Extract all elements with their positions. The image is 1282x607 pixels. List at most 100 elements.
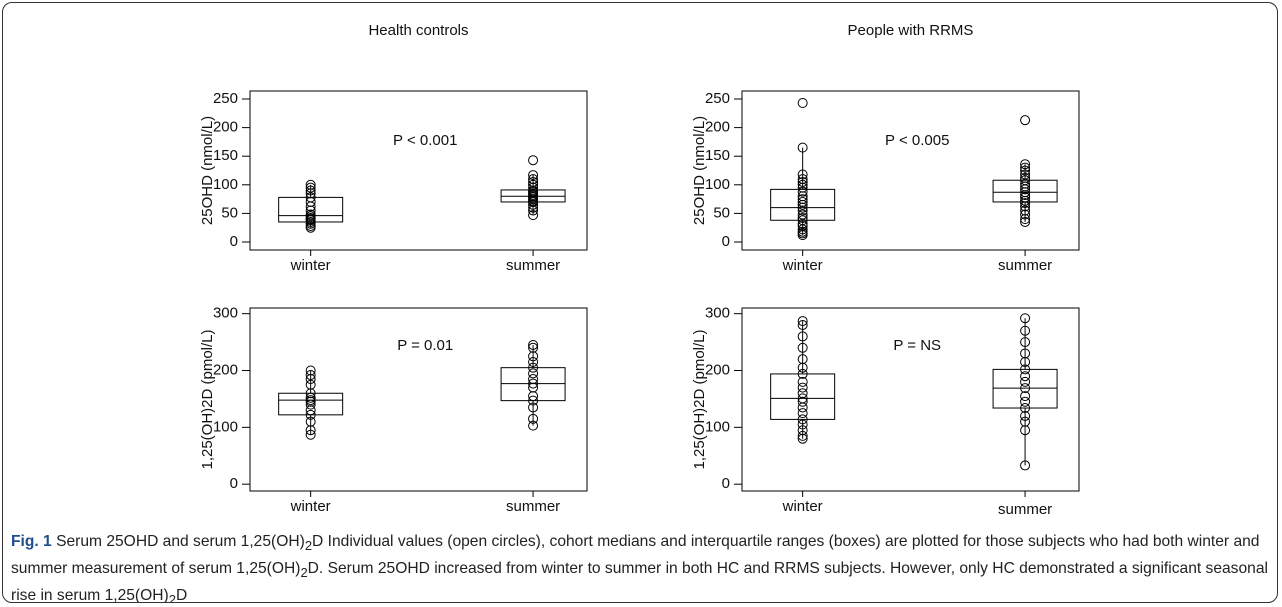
caption: Fig. 1 Serum 25OHD and serum 1,25(OH)2D … [11, 530, 1271, 603]
box [278, 392, 344, 416]
data-point [1020, 391, 1031, 402]
data-point [305, 409, 316, 420]
plot-frame [741, 90, 1080, 251]
plot-frame [741, 307, 1080, 492]
y-tick-label: 200 [213, 361, 238, 378]
panel-title: Health controls [368, 22, 468, 39]
data-point [528, 402, 539, 413]
data-point [305, 399, 316, 410]
data-point [528, 413, 539, 424]
y-axis-label: 25OHD (nmol/L) [691, 116, 708, 225]
data-point [797, 376, 808, 387]
box [770, 373, 836, 420]
y-tick-label: 250 [705, 90, 730, 107]
data-point [797, 316, 808, 327]
data-point [1020, 216, 1031, 227]
box [992, 368, 1058, 409]
y-tick-label: 150 [213, 147, 238, 164]
y-tick-label: 200 [213, 119, 238, 136]
caption-segment: Serum 25OHD and serum 1,25(OH) [56, 533, 305, 550]
data-point [797, 408, 808, 419]
data-point [797, 186, 808, 197]
data-point [1020, 376, 1031, 387]
data-point [1020, 364, 1031, 375]
data-point [528, 362, 539, 373]
y-axis-label: 1,25(OH)2D (pmol/L) [691, 329, 708, 469]
data-point [528, 155, 539, 166]
data-point [797, 194, 808, 205]
data-point [305, 379, 316, 390]
plot-frame [249, 307, 588, 492]
data-point [797, 196, 808, 207]
data-point [1020, 162, 1031, 173]
data-point [1020, 175, 1031, 186]
data-point [528, 179, 539, 190]
data-point [797, 142, 808, 153]
y-tick-label: 0 [722, 233, 730, 250]
data-point [1020, 337, 1031, 348]
y-tick-label: 150 [705, 147, 730, 164]
annotation: P = 0.01 [397, 337, 453, 354]
y-tick-label: 200 [705, 361, 730, 378]
data-point [797, 354, 808, 365]
caption-segment: D [175, 587, 188, 603]
x-tick-label: summer [506, 257, 560, 274]
data-point [528, 342, 539, 353]
data-point [1020, 383, 1031, 394]
data-point [1020, 198, 1031, 209]
data-point [1020, 325, 1031, 336]
data-point [528, 382, 539, 393]
x-tick-label: winter [782, 257, 823, 274]
annotation: P < 0.001 [393, 132, 457, 149]
data-point [305, 395, 316, 406]
data-point [528, 170, 539, 181]
subscript: 2 [168, 592, 176, 603]
x-tick-label: winter [290, 257, 331, 274]
data-point [797, 212, 808, 223]
y-tick-label: 0 [230, 233, 238, 250]
data-point [797, 382, 808, 393]
y-tick-label: 200 [705, 119, 730, 136]
x-tick-label: summer [998, 501, 1052, 518]
data-point [305, 392, 316, 403]
data-point [528, 210, 539, 221]
annotation: P < 0.005 [885, 132, 949, 149]
data-point [528, 374, 539, 385]
data-point [528, 378, 539, 389]
data-point [1020, 209, 1031, 220]
data-point [1020, 416, 1031, 427]
data-point [797, 174, 808, 185]
data-point [305, 429, 316, 440]
data-point [1020, 159, 1031, 170]
data-point [797, 425, 808, 436]
data-point [1020, 192, 1031, 203]
data-point [305, 182, 316, 193]
data-point [528, 395, 539, 406]
data-point [305, 192, 316, 203]
x-tick-label: summer [998, 257, 1052, 274]
caption-text: Serum 25OHD and serum 1,25(OH)2D Individ… [11, 533, 1268, 603]
data-point [797, 393, 808, 404]
data-point [528, 420, 539, 431]
data-point [528, 174, 539, 185]
y-tick-label: 50 [221, 204, 238, 221]
data-point [797, 226, 808, 237]
data-point [1020, 348, 1031, 359]
data-point [305, 185, 316, 196]
x-tick-label: winter [290, 498, 331, 515]
data-point [1020, 115, 1031, 126]
data-point [305, 209, 316, 220]
y-tick-label: 50 [713, 204, 730, 221]
data-point [797, 368, 808, 379]
data-point [797, 388, 808, 399]
y-tick-label: 0 [722, 475, 730, 492]
data-point [797, 209, 808, 220]
data-point [1020, 205, 1031, 216]
subscript: 2 [304, 538, 313, 554]
y-tick-label: 100 [705, 176, 730, 193]
y-tick-label: 250 [213, 90, 238, 107]
data-point [528, 368, 539, 379]
data-point [305, 220, 316, 231]
data-point [305, 365, 316, 376]
